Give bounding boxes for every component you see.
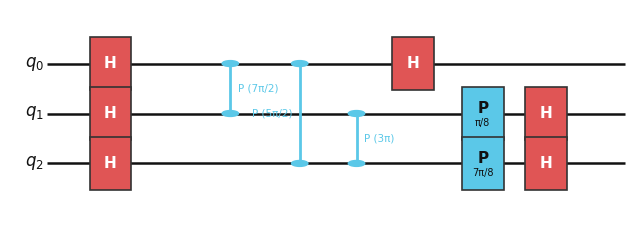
- Text: H: H: [407, 56, 420, 71]
- Text: H: H: [540, 156, 552, 171]
- Text: $q_1$: $q_1$: [25, 104, 44, 123]
- Text: P: P: [477, 151, 488, 166]
- Text: $q_2$: $q_2$: [25, 154, 44, 173]
- Text: $q_0$: $q_0$: [25, 54, 44, 73]
- Text: π/8: π/8: [475, 118, 490, 128]
- Text: 7π/8: 7π/8: [472, 168, 493, 178]
- FancyBboxPatch shape: [462, 137, 504, 190]
- FancyBboxPatch shape: [525, 137, 567, 190]
- Circle shape: [292, 61, 308, 67]
- Text: P (5π/2): P (5π/2): [252, 109, 292, 118]
- Text: H: H: [104, 56, 117, 71]
- Circle shape: [222, 61, 239, 67]
- Circle shape: [292, 160, 308, 166]
- Circle shape: [222, 111, 239, 116]
- FancyBboxPatch shape: [392, 37, 434, 90]
- FancyBboxPatch shape: [90, 87, 131, 140]
- Text: P (3π): P (3π): [364, 133, 394, 143]
- FancyBboxPatch shape: [90, 137, 131, 190]
- FancyBboxPatch shape: [90, 37, 131, 90]
- Circle shape: [348, 160, 365, 166]
- Text: H: H: [104, 106, 117, 121]
- Text: H: H: [540, 106, 552, 121]
- Text: H: H: [104, 156, 117, 171]
- FancyBboxPatch shape: [525, 87, 567, 140]
- Text: P (7π/2): P (7π/2): [238, 84, 278, 94]
- FancyBboxPatch shape: [462, 87, 504, 140]
- Circle shape: [348, 111, 365, 116]
- Text: P: P: [477, 101, 488, 116]
